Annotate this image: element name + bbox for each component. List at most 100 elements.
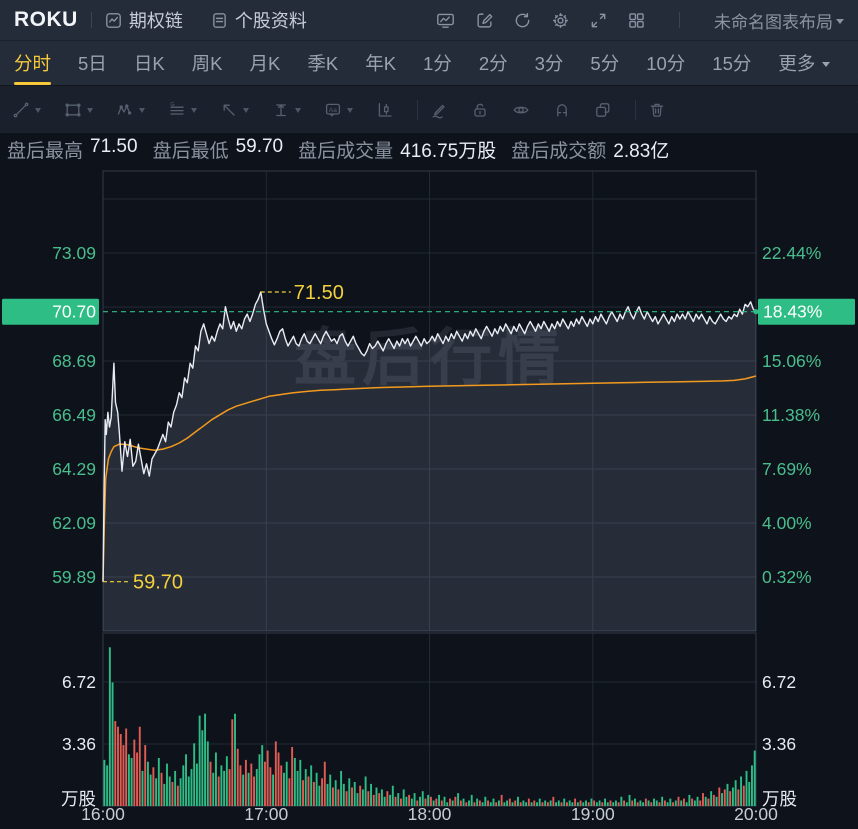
tab-分时[interactable]: 分时 xyxy=(14,41,52,85)
top-toolbar: ROKU 期权链 个股资料 未命名图表布局 xyxy=(0,0,858,40)
info-item: 盘后成交额 2.83亿 xyxy=(511,136,669,163)
trend-line-tool[interactable] xyxy=(12,101,41,119)
svg-text:万股: 万股 xyxy=(61,789,96,809)
info-value: 2.83亿 xyxy=(613,141,670,162)
stock-profile-label: 个股资料 xyxy=(234,11,307,31)
measure-tool[interactable] xyxy=(272,101,301,119)
tab-3分[interactable]: 3分 xyxy=(534,53,564,74)
caret-down-icon xyxy=(243,108,249,113)
option-chain-label: 期权链 xyxy=(128,11,183,31)
wave-pattern-icon xyxy=(116,101,134,119)
tab-more[interactable]: 更多 xyxy=(778,41,831,85)
chart-grid xyxy=(102,170,757,807)
right-percent-axis: 22.44% 15.06% 11.38% 7.69% 4.00% 0.32% xyxy=(762,243,821,587)
svg-text:0.32%: 0.32% xyxy=(762,567,812,587)
caret-down-icon xyxy=(836,18,844,24)
price-range-icon xyxy=(272,101,290,119)
tab-年K[interactable]: 年K xyxy=(365,53,397,74)
svg-text:59.70: 59.70 xyxy=(133,572,183,594)
caret-down-icon xyxy=(191,108,197,113)
gear-icon xyxy=(552,12,569,29)
option-chain-button[interactable]: 期权链 xyxy=(105,7,183,33)
info-label: 盘后最高 xyxy=(7,141,84,162)
gann-tool[interactable]: G xyxy=(168,101,197,119)
svg-text:7.69%: 7.69% xyxy=(762,459,812,479)
left-price-axis: 73.09 68.69 66.49 64.29 62.09 59.89 xyxy=(52,243,96,587)
info-label: 盘后最低 xyxy=(152,141,229,162)
duplicate-tool[interactable] xyxy=(594,101,612,119)
layout-grid-button[interactable] xyxy=(628,12,645,29)
arrow-icon xyxy=(220,101,238,119)
magnet-tool[interactable] xyxy=(553,101,571,119)
candle-overlay-tool[interactable] xyxy=(376,101,394,119)
snapshot-button[interactable] xyxy=(436,12,455,29)
caret-down-icon xyxy=(295,108,301,113)
delete-tool[interactable] xyxy=(648,101,666,119)
time-axis: 16:00 17:00 18:00 19:00 20:00 xyxy=(81,804,778,824)
caret-down-icon xyxy=(139,108,145,113)
tab-日K[interactable]: 日K xyxy=(133,53,165,74)
tab-10分[interactable]: 10分 xyxy=(646,53,686,74)
info-value: 71.50 xyxy=(90,136,138,157)
stock-profile-button[interactable]: 个股资料 xyxy=(211,7,307,33)
high-annotation: 71.50 xyxy=(260,282,344,304)
candle-axis-icon xyxy=(376,101,394,119)
svg-text:59.89: 59.89 xyxy=(52,567,96,587)
tab-1分[interactable]: 1分 xyxy=(423,53,452,74)
tab-2分[interactable]: 2分 xyxy=(478,53,508,74)
symbol-title: ROKU xyxy=(14,8,78,31)
svg-text:18.43%: 18.43% xyxy=(763,302,822,322)
lock-tool[interactable] xyxy=(471,101,489,119)
drawing-toolbar: G Aa xyxy=(0,85,858,133)
tab-15分[interactable]: 15分 xyxy=(712,53,752,74)
pattern-tool[interactable] xyxy=(116,101,145,119)
current-price-badge: 70.70 xyxy=(2,298,99,325)
trend-line-icon xyxy=(12,101,30,119)
tab-5分[interactable]: 5分 xyxy=(590,53,620,74)
info-value: 416.75万股 xyxy=(400,141,497,162)
chart-monitor-icon xyxy=(436,12,455,29)
draw-mode-tool[interactable] xyxy=(430,101,448,119)
grid-icon xyxy=(628,12,645,29)
divider xyxy=(679,12,680,28)
tab-周K[interactable]: 周K xyxy=(191,53,223,74)
arrow-tool[interactable] xyxy=(220,101,249,119)
svg-text:19:00: 19:00 xyxy=(571,804,615,824)
info-line: 盘后最高 71.50 盘后最低 59.70 盘后成交量 416.75万股 盘后成交额 2.83… xyxy=(0,133,669,166)
svg-text:G: G xyxy=(170,101,174,107)
fullscreen-button[interactable] xyxy=(590,12,607,29)
rectangle-icon xyxy=(64,101,82,119)
svg-text:15.06%: 15.06% xyxy=(762,351,821,371)
trash-icon xyxy=(648,101,666,119)
watermark: 盘后行情 xyxy=(294,324,566,393)
refresh-button[interactable] xyxy=(514,12,531,29)
chart-layout-select[interactable]: 未命名图表布局 xyxy=(714,8,844,33)
tab-月K[interactable]: 月K xyxy=(249,53,281,74)
shape-tool[interactable] xyxy=(64,101,93,119)
refresh-icon xyxy=(514,12,531,29)
settings-button[interactable] xyxy=(552,12,569,29)
divider xyxy=(417,99,418,120)
info-item: 盘后成交量 416.75万股 xyxy=(298,136,496,163)
caret-down-icon xyxy=(347,108,353,113)
tab-more-label: 更多 xyxy=(778,53,816,74)
svg-text:62.09: 62.09 xyxy=(52,513,96,533)
svg-text:22.44%: 22.44% xyxy=(762,243,821,263)
timeframe-tabs: 分时 5日 日K 周K 月K 季K 年K 1分 2分 3分 5分 10分 15分 更多 xyxy=(14,41,857,85)
tab-5日[interactable]: 5日 xyxy=(78,53,107,74)
chart-layout-name: 未命名图表布局 xyxy=(714,12,833,32)
current-price-line xyxy=(103,309,759,315)
caret-down-icon xyxy=(87,108,93,113)
volume-bars xyxy=(103,647,756,807)
tab-季K[interactable]: 季K xyxy=(307,53,339,74)
chart-canvas[interactable]: 盘后行情 71.50 59.70 73.09 68.69 66.49 64.29 62.09… xyxy=(0,166,858,829)
topbar-right-group: 未命名图表布局 xyxy=(436,8,844,33)
visibility-tool[interactable] xyxy=(512,101,530,119)
text-tool[interactable]: Aa xyxy=(324,101,353,119)
unlock-icon xyxy=(471,101,489,119)
edit-chart-button[interactable] xyxy=(476,12,493,29)
gann-lines-icon: G xyxy=(168,101,186,119)
magnet-icon xyxy=(553,101,571,119)
price-line xyxy=(102,291,757,582)
